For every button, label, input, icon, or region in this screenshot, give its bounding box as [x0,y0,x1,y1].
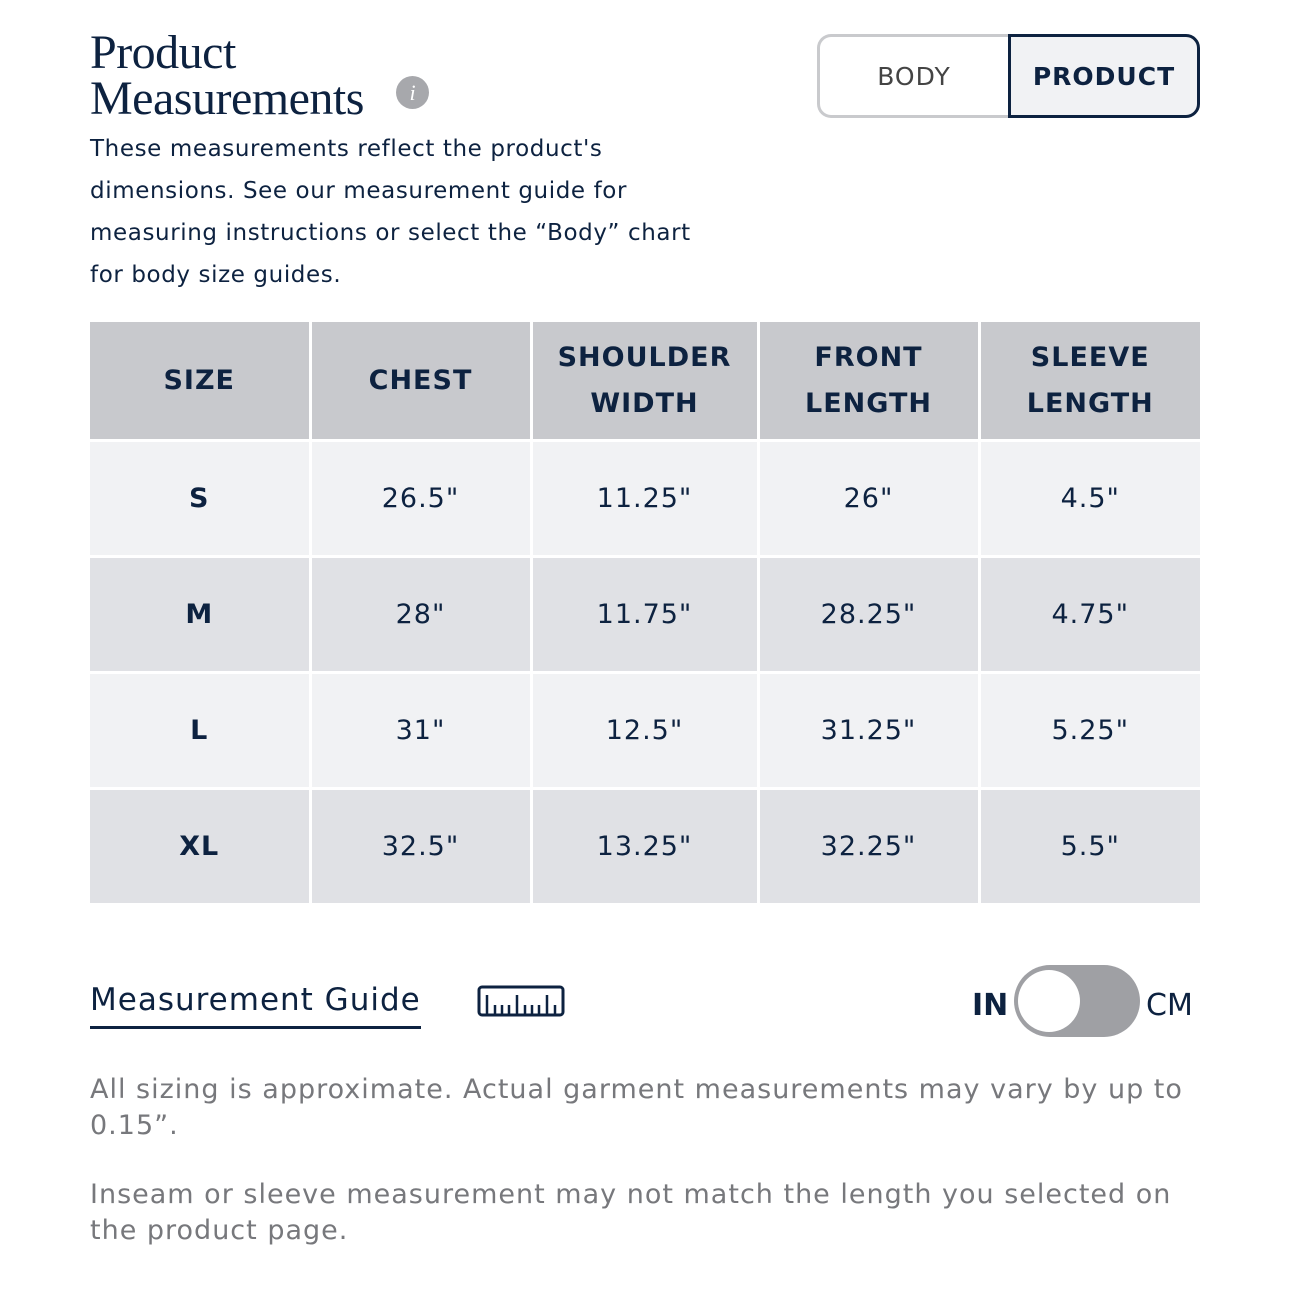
measurement-cell: 26" [756,439,981,558]
unit-in-label: IN [972,988,1009,1023]
column-header: SLEEVE LENGTH [977,322,1200,442]
measurement-cell: 5.25" [977,671,1200,790]
measurement-cell: 26.5" [308,439,533,558]
column-header: CHEST [308,322,533,442]
page-title: Product Measurements [90,26,364,125]
measurement-cell: 11.75" [529,555,760,674]
title-line-1: Product [90,26,236,79]
tab-body[interactable]: BODY [817,34,1008,118]
measurement-cell: 32.5" [308,787,533,906]
table-row: XL 32.5" 13.25" 32.25" 5.5" [90,787,1200,906]
size-cell: S [90,439,312,558]
measurement-guide-link[interactable]: Measurement Guide [90,982,421,1029]
description: These measurements reflect the product's… [90,136,691,288]
measurement-cell: 12.5" [529,671,760,790]
measurement-cell: 28" [308,555,533,674]
measurement-cell: 32.25" [756,787,981,906]
column-header: SHOULDER WIDTH [529,322,760,442]
ruler-icon[interactable] [477,985,565,1017]
unit-cm-label: CM [1146,988,1193,1023]
tab-product[interactable]: PRODUCT [1008,34,1200,118]
measurement-cell: 4.5" [977,439,1200,558]
measurement-cell: 13.25" [529,787,760,906]
chart-type-toggle: BODY PRODUCT [817,34,1200,118]
note-inseam: Inseam or sleeve measurement may not mat… [90,1179,1172,1246]
column-header: FRONT LENGTH [756,322,981,442]
switch-knob [1018,970,1080,1032]
measurement-cell: 28.25" [756,555,981,674]
table-row: L 31" 12.5" 31.25" 5.25" [90,671,1200,790]
column-header: SIZE [90,322,312,442]
table-row: M 28" 11.75" 28.25" 4.75" [90,555,1200,674]
table-row: S 26.5" 11.25" 26" 4.5" [90,439,1200,558]
size-cell: XL [90,787,312,906]
unit-toggle-switch[interactable] [1014,965,1140,1037]
measurement-cell: 31.25" [756,671,981,790]
measurement-cell: 11.25" [529,439,760,558]
size-cell: M [90,555,312,674]
measurements-table: SIZE CHEST SHOULDER WIDTH FRONT LENGTH SLEEV… [90,322,1200,906]
measurement-cell: 5.5" [977,787,1200,906]
info-icon[interactable]: i [396,76,429,109]
size-cell: L [90,671,312,790]
measurement-cell: 31" [308,671,533,790]
title-line-2: Measurements [90,72,364,125]
note-approximate: All sizing is approximate. Actual garmen… [90,1074,1183,1141]
measurement-cell: 4.75" [977,555,1200,674]
